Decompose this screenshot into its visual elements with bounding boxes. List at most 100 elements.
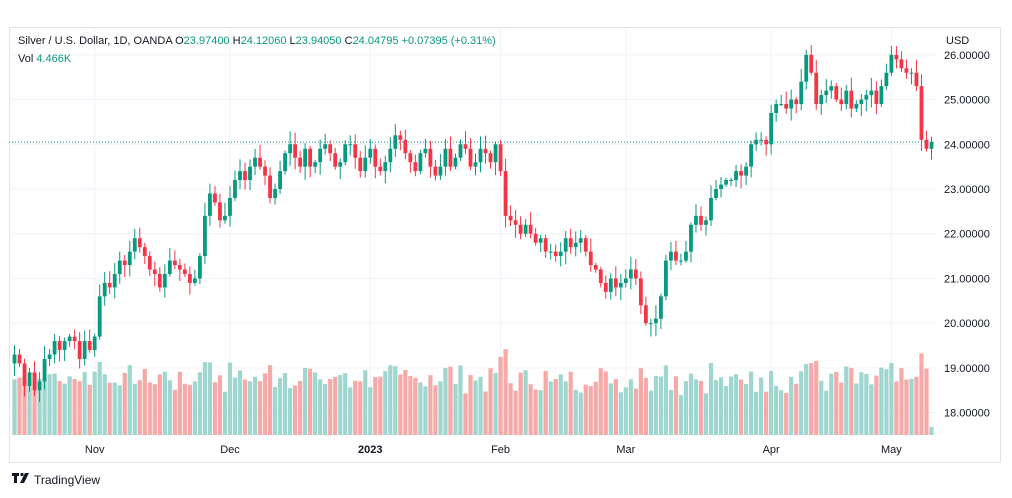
candle-body bbox=[563, 238, 568, 252]
volume-bar bbox=[293, 385, 298, 435]
volume-bar bbox=[32, 373, 37, 435]
volume-bar bbox=[237, 370, 243, 435]
volume-bar bbox=[799, 371, 804, 435]
volume-bar bbox=[82, 372, 87, 435]
volume-bar bbox=[107, 382, 112, 435]
volume-bar bbox=[508, 383, 513, 435]
volume-bar bbox=[152, 384, 157, 435]
volume-bar bbox=[378, 376, 383, 435]
volume-bar bbox=[177, 371, 182, 435]
volume-bar bbox=[588, 386, 593, 435]
candle-body bbox=[198, 256, 202, 279]
candle-body bbox=[613, 278, 618, 288]
candle-body bbox=[348, 144, 353, 146]
candle-body bbox=[643, 305, 648, 324]
candle-body bbox=[849, 90, 854, 109]
volume-bar bbox=[849, 368, 854, 435]
candle-body bbox=[438, 166, 443, 176]
candle-body bbox=[543, 238, 548, 252]
volume-bar bbox=[528, 384, 533, 435]
volume-bar bbox=[748, 371, 754, 435]
candle-body bbox=[253, 157, 257, 167]
volume-bar bbox=[658, 376, 664, 435]
candle-body bbox=[162, 273, 167, 288]
candle-body bbox=[603, 282, 608, 292]
close-value: 24.04795 bbox=[352, 35, 399, 47]
candle-body bbox=[208, 193, 212, 216]
candle-body bbox=[578, 238, 583, 243]
volume-bar bbox=[478, 376, 483, 435]
x-tick-label: May bbox=[881, 444, 902, 456]
volume-bar bbox=[879, 367, 884, 435]
candle-body bbox=[714, 189, 718, 198]
candle-body bbox=[638, 278, 643, 306]
volume-bar bbox=[703, 393, 709, 435]
volume-bar bbox=[618, 392, 623, 435]
candle-body bbox=[42, 358, 47, 382]
volume-bar bbox=[298, 380, 303, 435]
volume-bar bbox=[543, 370, 548, 435]
volume-bar bbox=[738, 379, 744, 435]
volume-bar bbox=[172, 389, 177, 435]
y-tick-label: 22.00000 bbox=[944, 229, 990, 241]
y-tick-label: 25.00000 bbox=[944, 95, 990, 107]
candle-body bbox=[248, 166, 252, 181]
candle-body bbox=[233, 180, 237, 198]
brand[interactable]: TradingView bbox=[12, 472, 100, 487]
open-label: O bbox=[175, 35, 184, 47]
currency-label: USD bbox=[946, 35, 970, 47]
candle-body bbox=[729, 180, 733, 182]
volume-bar bbox=[398, 374, 403, 435]
candle-body bbox=[659, 296, 663, 319]
y-tick-label: 19.00000 bbox=[944, 363, 990, 375]
volume-value: 4.466K bbox=[36, 53, 72, 65]
candle-body bbox=[503, 171, 508, 216]
candle-body bbox=[929, 142, 934, 149]
candle-body bbox=[548, 251, 553, 253]
candle-body bbox=[17, 354, 22, 364]
volume-bar bbox=[112, 382, 117, 435]
candle-body bbox=[403, 139, 408, 154]
volume-bar bbox=[914, 376, 919, 435]
volume-bar bbox=[222, 391, 228, 435]
candle-body bbox=[12, 354, 17, 364]
volume-bar bbox=[904, 379, 909, 435]
candle-body bbox=[328, 144, 333, 154]
open-value: 23.97400 bbox=[183, 35, 230, 47]
candle-body bbox=[187, 273, 192, 283]
candle-body bbox=[182, 269, 187, 274]
volume-bar bbox=[718, 377, 724, 435]
volume-bar bbox=[688, 373, 694, 435]
volume-bar bbox=[37, 378, 42, 435]
candle-body bbox=[854, 104, 859, 109]
candle-body bbox=[674, 251, 678, 261]
candle-body bbox=[137, 238, 142, 248]
candle-body bbox=[293, 144, 298, 158]
candle-body bbox=[699, 215, 703, 225]
candle-body bbox=[809, 54, 814, 73]
candle-body bbox=[203, 215, 207, 257]
candle-body bbox=[27, 372, 32, 386]
candle-body bbox=[443, 148, 448, 167]
volume-bar bbox=[272, 387, 278, 435]
volume-bar bbox=[603, 371, 608, 435]
volume-bar bbox=[202, 362, 208, 435]
candle-body bbox=[779, 104, 784, 106]
candle-body bbox=[628, 269, 633, 279]
candle-body bbox=[588, 251, 593, 266]
candle-body bbox=[47, 354, 52, 359]
x-tick-label: Feb bbox=[491, 444, 510, 456]
volume-bar bbox=[889, 362, 894, 435]
candle-body bbox=[884, 72, 889, 87]
volume-bar bbox=[192, 381, 198, 435]
volume-bar bbox=[683, 381, 689, 435]
volume-bar bbox=[17, 377, 22, 435]
candle-body bbox=[924, 139, 929, 149]
candle-body bbox=[498, 144, 503, 172]
volume-bar bbox=[809, 363, 814, 435]
candle-body bbox=[152, 269, 157, 274]
volume-label: Vol bbox=[18, 53, 34, 65]
candle-body bbox=[428, 148, 433, 167]
volume-bar bbox=[142, 368, 147, 435]
